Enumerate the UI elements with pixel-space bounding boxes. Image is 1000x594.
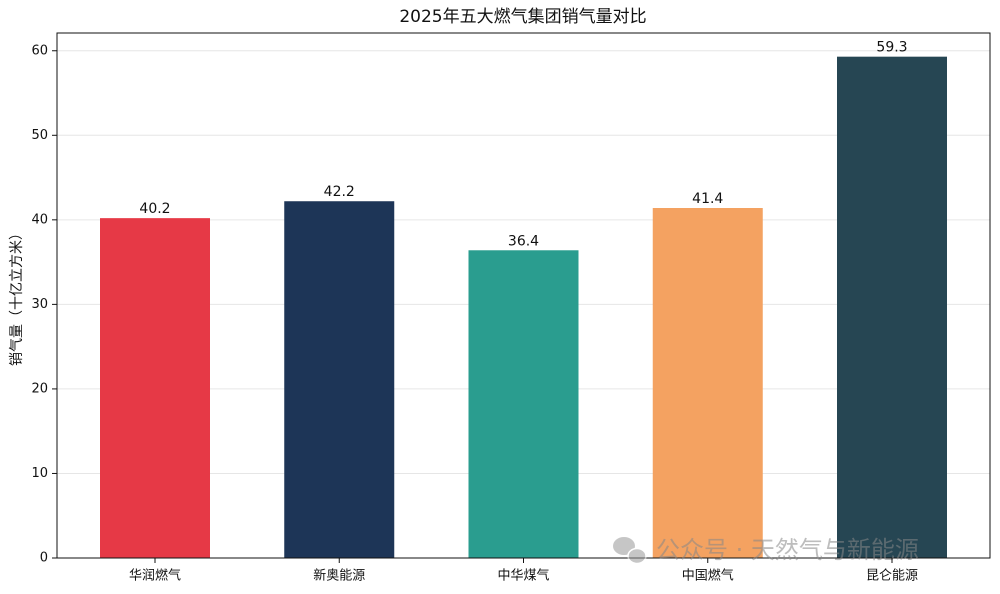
bar bbox=[652, 208, 763, 558]
y-tick-label: 30 bbox=[31, 297, 48, 312]
y-tick-label: 20 bbox=[31, 381, 48, 396]
x-tick-label: 新奥能源 bbox=[313, 568, 365, 584]
bar bbox=[837, 56, 947, 558]
x-tick-label: 华润燃气 bbox=[129, 568, 181, 584]
bar bbox=[284, 201, 395, 559]
chart-title: 2025年五大燃气集团销气量对比 bbox=[399, 7, 646, 27]
watermark: 公众号 · 天然气与新能源 bbox=[613, 536, 919, 565]
watermark-icon bbox=[613, 537, 635, 555]
watermark-text: 公众号 · 天然气与新能源 bbox=[656, 536, 919, 564]
x-tick-label: 昆仑能源 bbox=[866, 569, 918, 584]
bar bbox=[468, 250, 579, 558]
x-tick-label: 中华煤气 bbox=[497, 568, 549, 584]
value-label: 41.4 bbox=[692, 191, 723, 207]
bar bbox=[100, 218, 210, 558]
value-label: 36.4 bbox=[508, 233, 539, 249]
plot-area bbox=[57, 50, 990, 559]
y-axis-label: 销气量（十亿立方米） bbox=[9, 226, 25, 366]
value-label: 40.2 bbox=[139, 201, 170, 217]
watermark-icon bbox=[627, 547, 647, 565]
y-tick-label: 40 bbox=[31, 212, 48, 227]
value-label: 59.3 bbox=[876, 40, 907, 56]
y-tick-label: 50 bbox=[31, 128, 48, 143]
y-tick-label: 0 bbox=[40, 551, 48, 566]
y-tick-label: 60 bbox=[31, 43, 48, 58]
value-label: 42.2 bbox=[324, 184, 355, 200]
y-tick-label: 10 bbox=[31, 466, 48, 481]
x-tick-label: 中国燃气 bbox=[682, 568, 734, 584]
